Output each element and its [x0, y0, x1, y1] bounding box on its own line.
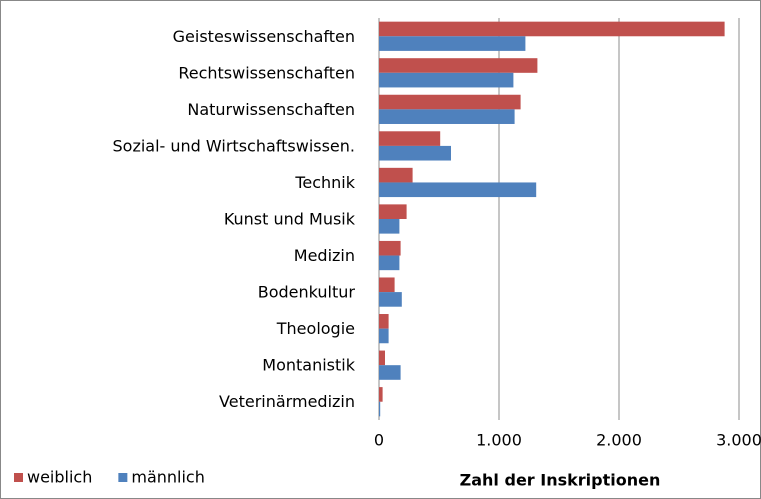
bar	[379, 277, 395, 293]
y-tick-label: Rechtswissenschaften	[178, 63, 355, 82]
bar	[379, 401, 381, 417]
bar	[379, 145, 451, 161]
bar	[379, 58, 538, 73]
bar	[379, 314, 389, 329]
y-tick-label: Naturwissenschaften	[187, 100, 355, 119]
bar	[379, 365, 401, 380]
bar	[379, 219, 400, 234]
bar	[379, 36, 526, 51]
bar	[379, 182, 537, 198]
legend-label: weiblich	[27, 468, 92, 487]
y-tick-label: Theologie	[276, 319, 355, 338]
bar	[379, 240, 401, 256]
bar	[379, 21, 725, 37]
y-tick-label: Montanistik	[262, 356, 355, 375]
x-axis-label: Zahl der Inskriptionen	[460, 471, 661, 490]
y-tick-label: Geisteswissenschaften	[173, 27, 355, 46]
bar	[379, 255, 400, 271]
y-tick-label: Sozial- und Wirtschaftswissen.	[113, 136, 356, 155]
legend-swatch	[14, 473, 23, 482]
bar	[379, 131, 441, 146]
bar	[379, 167, 413, 183]
bar	[379, 387, 383, 402]
x-tick-label: 2.000	[596, 431, 642, 450]
legend-label: männlich	[131, 468, 205, 487]
legend-swatch	[118, 473, 128, 482]
x-tick-label: 1.000	[476, 431, 522, 450]
y-tick-label: Kunst und Musik	[224, 210, 356, 229]
x-tick-label: 3.000	[716, 431, 761, 450]
y-tick-label: Medizin	[294, 246, 355, 265]
bar	[379, 292, 402, 307]
bar	[379, 94, 521, 110]
bar	[379, 350, 385, 366]
y-tick-label: Veterinärmedizin	[219, 392, 355, 411]
bar	[379, 72, 514, 88]
bar	[379, 328, 389, 344]
bar	[379, 109, 515, 124]
y-tick-label: Technik	[294, 173, 355, 192]
x-tick-label: 0	[374, 431, 384, 450]
bar	[379, 204, 407, 219]
y-tick-label: Bodenkultur	[258, 283, 356, 302]
